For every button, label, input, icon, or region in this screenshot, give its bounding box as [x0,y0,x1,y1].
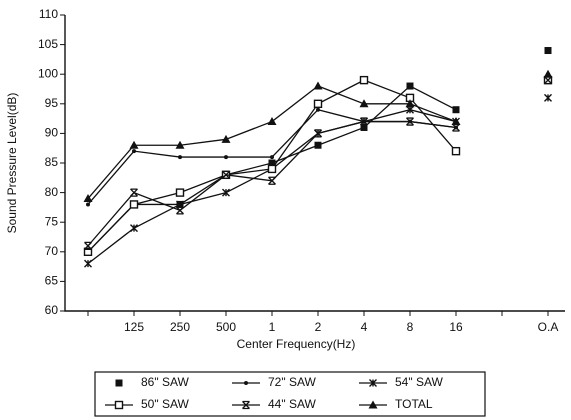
marker [405,99,415,108]
y-tick-label: 95 [45,96,59,110]
marker [83,247,93,257]
marker [359,99,369,108]
y-tick-label: 85 [45,155,59,169]
x-tick-label: 2 [315,320,322,334]
marker [544,75,552,85]
marker [544,93,552,102]
y-tick-label: 90 [45,126,59,140]
legend-marker [244,381,248,385]
legend-label: 54" SAW [395,375,444,389]
series-line [88,98,548,264]
y-tick-label: 65 [45,274,59,288]
y-tick-label: 110 [39,7,58,21]
y-tick-label: 60 [45,303,59,317]
marker [222,170,230,179]
marker [129,200,139,209]
marker [224,155,228,160]
y-tick-label: 75 [45,214,59,228]
marker [130,188,138,197]
legend-box [94,371,486,417]
marker [544,47,552,55]
marker [176,206,184,215]
y-tick-label: 100 [38,66,58,80]
marker [267,164,277,174]
marker [132,149,136,154]
marker [406,117,414,126]
marker [267,117,277,126]
marker [452,106,460,114]
marker [83,194,93,203]
marker [84,241,92,251]
marker [543,69,553,78]
marker [360,117,368,126]
marker [314,141,322,149]
x-tick-label: 250 [170,320,190,334]
marker [268,159,276,167]
marker [360,123,368,131]
series-line [88,51,548,252]
marker [313,81,323,90]
x-tick-label: 16 [449,320,463,334]
marker [84,259,92,268]
marker [314,129,322,138]
marker [359,75,369,85]
legend-marker [368,400,378,409]
legend-marker [114,400,124,410]
marker [175,188,185,197]
marker [313,99,323,109]
y-axis-label: Sound Pressure Level(dB) [5,93,19,234]
marker [221,134,231,143]
y-tick-label: 70 [45,244,59,258]
y-tick-label: 105 [38,37,58,51]
marker [406,82,414,90]
marker [86,202,90,207]
marker [406,105,414,114]
marker [270,155,274,160]
y-tick-label: 80 [45,185,59,199]
marker [222,188,230,197]
marker [129,140,139,149]
marker [268,176,276,185]
marker [451,117,461,126]
legend-label: TOTAL [395,397,433,411]
x-tick-label: 8 [407,320,414,334]
axes [64,15,565,312]
marker [316,107,320,112]
legend-label: 72" SAW [268,375,317,389]
x-tick-label: 125 [124,320,144,334]
x-tick-label: 500 [216,320,236,334]
x-tick-label: 4 [361,320,368,334]
legend-label: 86" SAW [141,375,190,389]
legend-marker [369,379,377,387]
legend-label: 50" SAW [141,397,190,411]
legend-marker [242,400,250,410]
marker [178,155,182,160]
marker [130,224,138,233]
x-tick-label: O.A [538,320,559,334]
marker [175,140,185,149]
series-line [88,74,548,204]
x-axis-label: Center Frequency(Hz) [237,337,356,351]
legend-marker [115,379,123,387]
x-tick-label: 1 [269,320,276,334]
marker [451,146,461,156]
marker [452,123,460,132]
legend-label: 44" SAW [268,397,317,411]
